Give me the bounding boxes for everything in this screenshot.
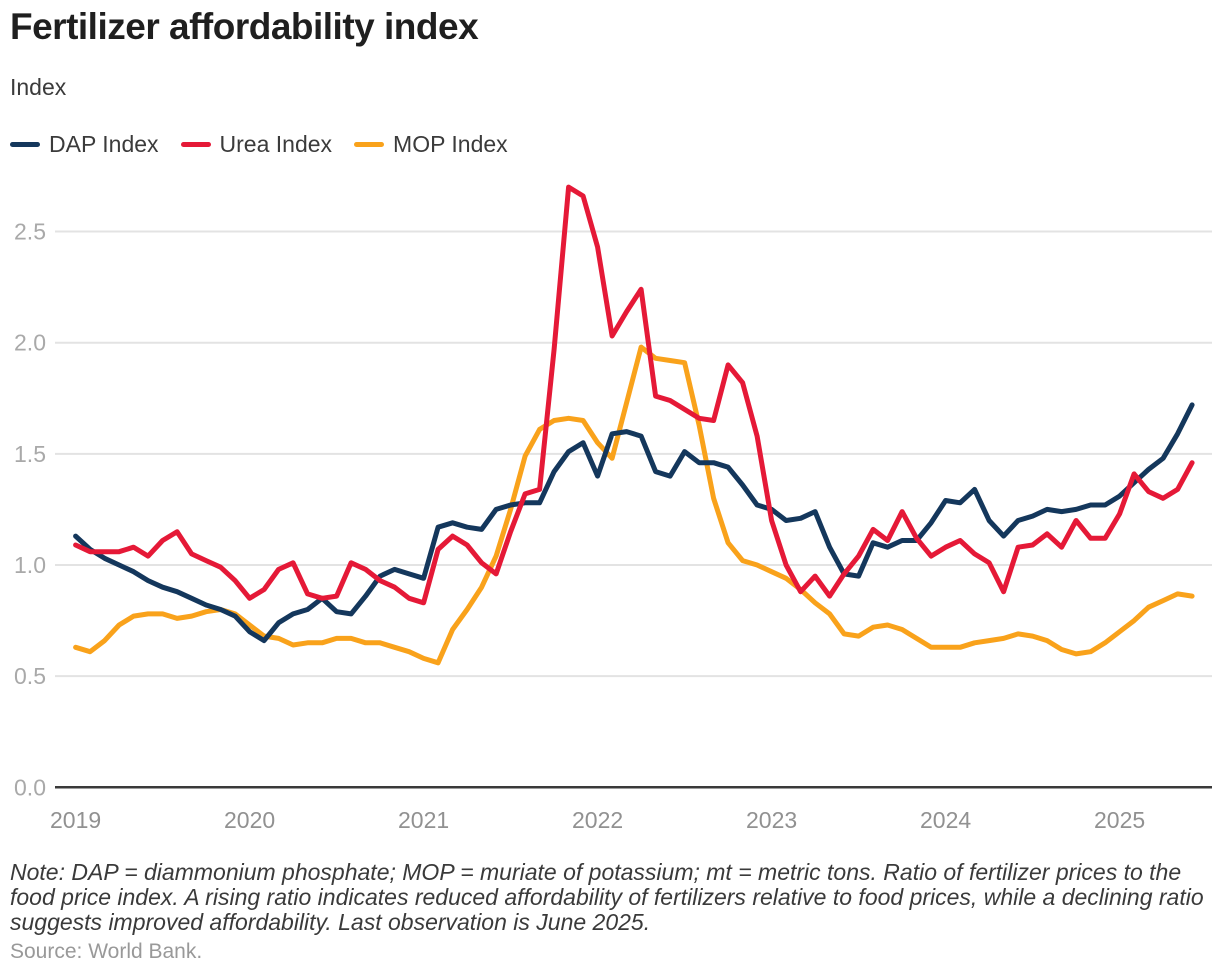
- y-tick-label-1.0: 1.0: [14, 552, 46, 578]
- legend-label-urea: Urea Index: [219, 131, 333, 157]
- x-tick-label-2020: 2020: [224, 807, 275, 833]
- dap-line-swatch: [10, 142, 40, 147]
- x-tick-label-2025: 2025: [1094, 807, 1145, 833]
- mop-line-swatch: [354, 142, 385, 147]
- x-tick-label-2022: 2022: [572, 807, 623, 833]
- urea-index-line: [73, 184, 1195, 606]
- urea-line-swatch: [180, 142, 211, 147]
- mop-index-line: [73, 344, 1195, 666]
- x-tick-label-2019: 2019: [50, 807, 101, 833]
- x-tick-label-2021: 2021: [398, 807, 449, 833]
- x-tick-label-2024: 2024: [920, 807, 971, 833]
- dap-index-line: [73, 402, 1195, 644]
- legend-label-dap: DAP Index: [49, 131, 159, 157]
- y-tick-label-2.5: 2.5: [14, 219, 46, 245]
- legend: DAP Index Urea Index MOP Index: [10, 131, 508, 158]
- legend-item-dap: DAP Index: [10, 131, 159, 158]
- y-tick-label-0.5: 0.5: [14, 663, 46, 689]
- y-tick-label-0.0: 0.0: [14, 774, 46, 800]
- legend-item-mop: MOP Index: [354, 131, 508, 158]
- page-title: Fertilizer affordability index: [10, 6, 479, 47]
- chart-note: Note: DAP = diammonium phosphate; MOP = …: [10, 859, 1204, 935]
- legend-item-urea: Urea Index: [180, 131, 333, 158]
- y-tick-label-1.5: 1.5: [14, 441, 46, 467]
- y-axis-unit-label: Index: [10, 74, 67, 100]
- chart-source: Source: World Bank.: [10, 940, 203, 963]
- y-tick-label-2.0: 2.0: [14, 330, 46, 356]
- legend-label-mop: MOP Index: [393, 131, 508, 157]
- x-tick-label-2023: 2023: [746, 807, 797, 833]
